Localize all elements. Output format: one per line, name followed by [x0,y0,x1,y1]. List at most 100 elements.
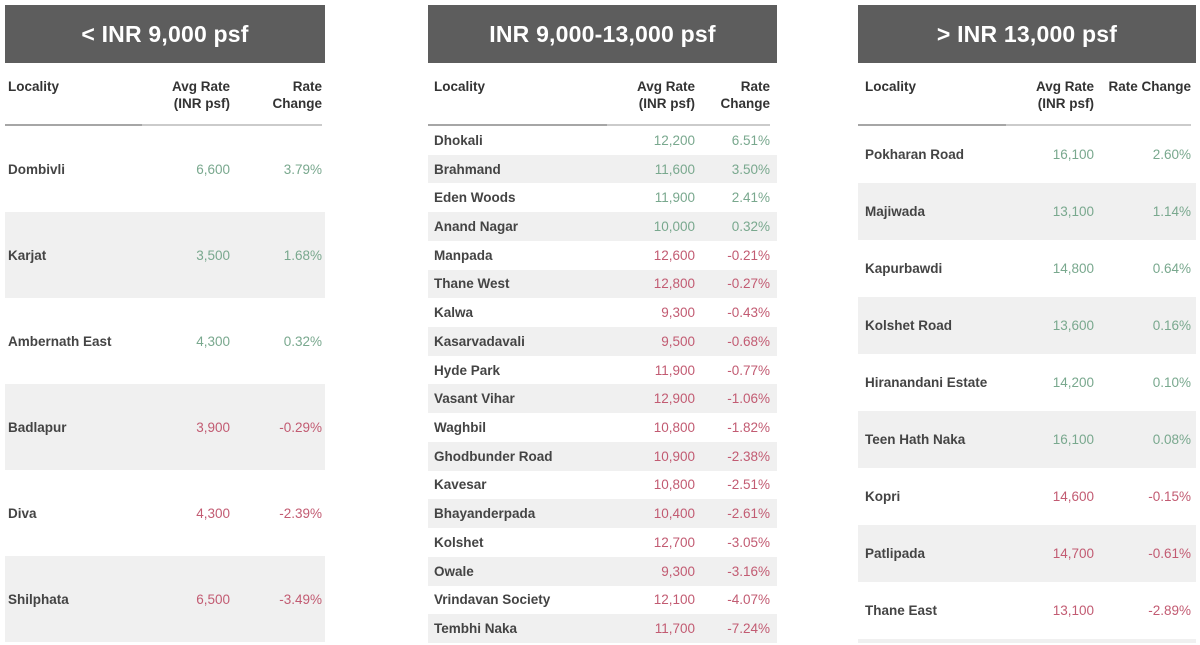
rate-change-value: 0.32% [731,219,770,235]
locality-label: Shilphata [8,591,69,607]
col-header-locality[interactable]: Locality [428,76,607,126]
rate-change-value: -0.68% [727,333,770,349]
avg-rate-value: 10,800 [653,477,695,493]
price-band-panel-under-9000: < INR 9,000 psf Locality Avg Rate (INR p… [5,5,325,642]
avg-rate-value: 14,200 [1052,375,1094,390]
avg-rate-value: 12,200 [653,132,695,148]
locality-label: Bhayanderpada [434,506,536,522]
table-row[interactable]: Karjat 3,500 1.68% [5,212,325,298]
table-row[interactable]: Brahmand 11,600 3.50% [428,154,777,184]
table-row[interactable]: Dhokali 12,200 6.51% [428,126,777,155]
locality-label: Owale [434,563,474,579]
panel-title: < INR 9,000 psf [5,5,325,63]
col-header-rate-change[interactable]: Rate Change [1094,76,1191,126]
table-row[interactable]: Vrindavan Society 12,100 -4.07% [428,586,777,615]
table-row[interactable]: Ghodbunder Road 10,900 -2.38% [428,441,777,471]
locality-label: Vrindavan Society [434,592,551,608]
col-header-avg-rate[interactable]: Avg Rate (INR psf) [142,76,230,126]
locality-label: Anand Nagar [434,219,519,235]
table-row[interactable]: Eden Woods 11,900 2.41% [428,183,777,212]
rate-change-value: -0.43% [727,305,770,321]
table-row[interactable]: Kolshet Road 13,600 0.16% [858,297,1196,354]
locality-label: Dombivli [8,161,66,177]
avg-rate-value: 13,600 [1052,318,1094,333]
avg-rate-value: 12,600 [653,247,695,263]
col-header-rate-change[interactable]: Rate Change [230,76,322,126]
rate-change-value: -2.51% [727,477,770,493]
table-row[interactable]: Kolshet 12,700 -3.05% [428,528,777,557]
avg-rate-value: 9,300 [661,563,695,579]
locality-label: Patlipada [865,546,926,561]
avg-rate-value: 12,100 [653,592,695,608]
table-row[interactable]: Owale 9,300 -3.16% [428,556,777,586]
table-row[interactable]: Waghbil 10,800 -1.82% [428,413,777,442]
locality-label: Kopri [865,489,901,504]
table-row[interactable]: Shilphata 6,500 -3.49% [5,556,325,642]
avg-rate-value: 12,800 [653,276,695,292]
locality-label: Kolshet [434,534,484,550]
rate-change-value: -2.39% [279,505,322,521]
table-row[interactable]: Hyde Park 11,900 -0.77% [428,356,777,385]
table-row[interactable]: Hiranandani Estate 14,200 0.10% [858,354,1196,411]
table-row[interactable]: Kopri 14,600 -0.15% [858,468,1196,525]
locality-label: Kalwa [434,305,474,321]
col-header-avg-rate[interactable]: Avg Rate (INR psf) [607,76,695,126]
avg-rate-value: 6,500 [196,591,230,607]
rate-change-value: -1.82% [727,420,770,436]
table-row[interactable]: Teen Hath Naka 16,100 0.08% [858,411,1196,468]
table-row[interactable]: Anand Nagar 10,000 0.32% [428,212,777,241]
col-header-rate-change[interactable]: Rate Change [695,76,770,126]
locality-label: Kavesar [434,477,487,493]
table-row[interactable]: Vasant Vihar 12,900 -1.06% [428,384,777,414]
table-row[interactable]: Tembhi Naka 11,700 -7.24% [428,614,777,643]
col-header-locality[interactable]: Locality [5,76,142,126]
price-band-panel-over-13000: > INR 13,000 psf Locality Avg Rate (INR … [858,5,1196,643]
table-row[interactable]: Majiwada 13,100 1.14% [858,183,1196,240]
table-row[interactable]: Diva 4,300 -2.39% [5,470,325,556]
table-row[interactable]: Ambernath East 4,300 0.32% [5,298,325,384]
locality-label: Ghodbunder Road [434,448,553,464]
locality-label: Hiranandani Estate [865,375,988,390]
table-row[interactable]: Kasarvadavali 9,500 -0.68% [428,327,777,356]
table-row[interactable]: Kapurbawdi 14,800 0.64% [858,240,1196,297]
clipped-next-row [858,639,1196,643]
rate-change-value: -3.05% [727,534,770,550]
col-header-locality[interactable]: Locality [858,76,1006,126]
avg-rate-value: 12,900 [653,391,695,407]
table-row[interactable]: Manpada 12,600 -0.21% [428,241,777,270]
rate-change-value: -0.27% [727,276,770,292]
locality-label: Hyde Park [434,362,501,378]
locality-label: Tembhi Naka [434,621,518,637]
table-body: Dombivli 6,600 3.79% Karjat 3,500 1.68% Ambern… [5,126,325,642]
avg-rate-value: 13,100 [1052,204,1094,219]
rate-change-value: 3.50% [731,161,770,177]
locality-label: Kolshet Road [865,318,953,333]
rate-change-value: -0.61% [1148,546,1191,561]
rate-change-value: -7.24% [727,621,770,637]
locality-label: Majiwada [865,204,926,219]
rate-change-value: 6.51% [731,132,770,148]
avg-rate-value: 10,900 [653,448,695,464]
table-body: Pokharan Road 16,100 2.60% Majiwada 13,100 1.… [858,126,1196,639]
column-header-row: Locality Avg Rate (INR psf) Rate Change [428,76,777,126]
table-row[interactable]: Pokharan Road 16,100 2.60% [858,126,1196,183]
col-header-avg-rate[interactable]: Avg Rate (INR psf) [1006,76,1094,126]
table-row[interactable]: Thane East 13,100 -2.89% [858,582,1196,639]
table-row[interactable]: Kalwa 9,300 -0.43% [428,298,777,327]
table-row[interactable]: Bhayanderpada 10,400 -2.61% [428,499,777,529]
avg-rate-value: 12,700 [653,534,695,550]
rate-change-value: 1.68% [283,247,322,263]
locality-label: Karjat [8,247,47,263]
avg-rate-value: 16,100 [1052,147,1094,162]
locality-label: Vasant Vihar [434,391,515,407]
panel-title: INR 9,000-13,000 psf [428,5,777,63]
table-body: Dhokali 12,200 6.51% Brahmand 11,600 3.50% Ede… [428,126,777,643]
table-row[interactable]: Kavesar 10,800 -2.51% [428,471,777,500]
rate-change-value: 0.64% [1152,261,1191,276]
table-row[interactable]: Badlapur 3,900 -0.29% [5,384,325,470]
rate-change-value: 0.08% [1152,432,1191,447]
table-row[interactable]: Thane West 12,800 -0.27% [428,269,777,299]
avg-rate-value: 14,600 [1052,489,1094,504]
table-row[interactable]: Dombivli 6,600 3.79% [5,126,325,212]
table-row[interactable]: Patlipada 14,700 -0.61% [858,525,1196,582]
